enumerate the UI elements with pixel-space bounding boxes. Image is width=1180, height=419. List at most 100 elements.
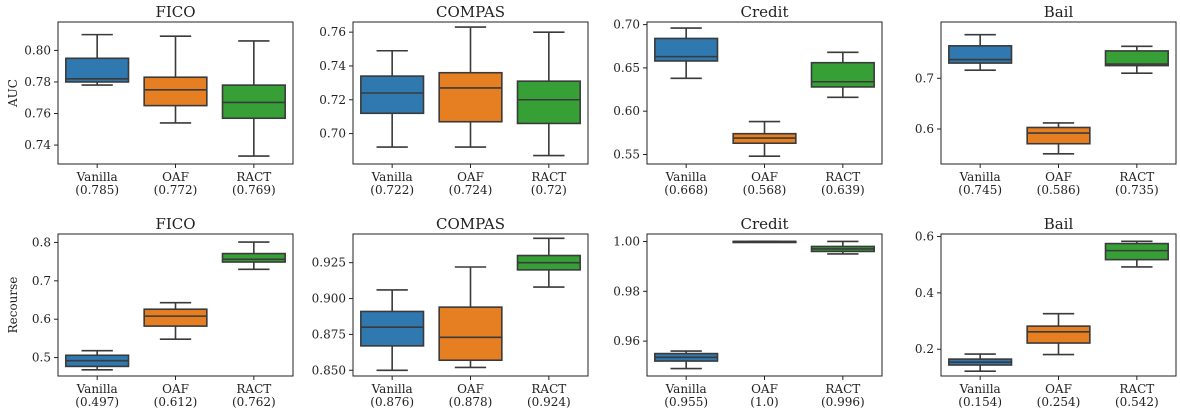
x-tick-label: (0.772)	[154, 183, 198, 197]
box-iqr	[221, 252, 286, 263]
x-tick-label: (0.586)	[1037, 183, 1081, 197]
box-ract	[1104, 45, 1169, 75]
subplot-credit-top: Credit0.550.600.650.70Vanilla(0.668)OAF(…	[613, 3, 883, 197]
subplot-credit-bottom: Credit 0.96 0.98 1.00 Vanilla(0.955) OAF(1.0)…	[613, 215, 883, 409]
x-tick-label: OAF	[1045, 382, 1072, 396]
box-vanilla	[65, 349, 130, 371]
box-iqr	[810, 61, 875, 88]
subplot-bail-top: Bail 0.6 0.7 Vanilla(0.745) OAF(0.586) RACT(0…	[915, 3, 1177, 197]
x-tick-label: (0.497)	[75, 395, 119, 409]
x-tick-label: RACT	[531, 170, 566, 184]
x-tick-label: (0.762)	[232, 395, 276, 409]
x-tick-label: OAF	[457, 382, 484, 396]
y-tick-label: 0.850	[312, 363, 346, 377]
y-tick-label: 0.98	[613, 284, 640, 298]
y-tick-label: 0.74	[24, 138, 51, 152]
y-tick-label: 0.78	[24, 75, 51, 89]
box-vanilla	[948, 33, 1013, 71]
y-tick-label: 0.7	[915, 71, 934, 85]
subplot-title: Credit	[741, 215, 789, 233]
x-tick-label: (0.568)	[743, 183, 787, 197]
y-tick-label: 0.875	[312, 327, 346, 341]
box-oaf	[732, 120, 797, 158]
x-tick-label: OAF	[162, 382, 189, 396]
y-tick-label: 0.2	[915, 342, 934, 356]
box-vanilla	[948, 353, 1013, 373]
box-iqr	[438, 71, 503, 123]
y-tick-label: 0.6	[915, 122, 934, 136]
plot-frame	[352, 233, 589, 377]
box-oaf	[143, 301, 208, 340]
x-tick-label: OAF	[1045, 170, 1072, 184]
y-tick-label: 0.4	[915, 286, 934, 300]
box-iqr	[1104, 242, 1169, 261]
subplot-title: FICO	[155, 3, 195, 21]
box-oaf	[1026, 122, 1091, 155]
x-tick-label: RACT	[236, 382, 271, 396]
y-tick-label: 0.55	[613, 147, 640, 161]
x-tick-label: Vanilla	[959, 382, 1001, 396]
x-tick-label: (0.542)	[1115, 395, 1159, 409]
box-oaf	[732, 240, 797, 244]
y-tick-label: 0.80	[24, 43, 51, 57]
box-iqr	[143, 308, 208, 327]
box-oaf	[143, 35, 208, 124]
x-tick-label: (0.154)	[958, 395, 1002, 409]
y-tick-label: 0.60	[613, 104, 640, 118]
box-ract	[810, 51, 875, 99]
box-iqr	[1026, 126, 1091, 145]
y-tick-label: 0.900	[312, 292, 346, 306]
y-tick-label: 0.72	[319, 93, 346, 107]
box-vanilla	[360, 289, 425, 372]
x-tick-label: (0.996)	[821, 395, 865, 409]
y-tick-label: 1.00	[613, 234, 640, 248]
y-tick-label: 0.76	[24, 107, 51, 121]
y-axis-label: AUC	[6, 79, 20, 108]
subplot-title: Credit	[741, 3, 789, 21]
x-tick-label: (0.745)	[958, 183, 1002, 197]
box-oaf	[1026, 312, 1091, 356]
plot-frame	[57, 233, 294, 377]
box-iqr	[654, 37, 719, 62]
y-tick-label: 0.6	[32, 312, 51, 326]
y-tick-label: 0.74	[319, 59, 346, 73]
x-tick-label: (0.955)	[664, 395, 708, 409]
x-tick-label: OAF	[162, 170, 189, 184]
box-ract	[221, 241, 286, 271]
y-tick-label: 0.8	[32, 235, 51, 249]
x-tick-label: RACT	[825, 382, 860, 396]
box-vanilla	[65, 33, 130, 86]
subplot-bail-bottom: Bail 0.2 0.4 0.6 Vanilla(0.154) OAF(0.254) RAC…	[915, 215, 1177, 409]
x-tick-label: OAF	[457, 170, 484, 184]
subplot-title: Bail	[1044, 3, 1074, 21]
subplot-compas-bottom: COMPAS 0.850 0.875 0.900 0.925 Vanilla(0.876)…	[312, 215, 589, 409]
subplot-fico-bottom: FICO Recourse 0.5 0.6 0.7 0.8 Vanilla(0.497) OA…	[6, 215, 294, 409]
box-iqr	[1026, 325, 1091, 344]
y-tick-label: 0.70	[319, 127, 346, 141]
box-ract	[516, 31, 581, 157]
subplot-fico-top: FICO AUC 0.74 0.76 0.78 0.80 Vanilla(0.785) OAF…	[6, 3, 294, 197]
box-iqr	[1104, 50, 1169, 67]
x-tick-label: RACT	[1119, 170, 1154, 184]
y-tick-label: 0.5	[32, 351, 51, 365]
x-tick-label: Vanilla	[665, 170, 707, 184]
plot-frame	[646, 233, 883, 377]
y-tick-label: 0.7	[32, 274, 51, 288]
x-tick-label: (1.0)	[750, 395, 778, 409]
x-tick-label: Vanilla	[76, 170, 118, 184]
x-tick-label: RACT	[236, 170, 271, 184]
x-tick-label: (0.785)	[75, 183, 119, 197]
box-iqr	[65, 57, 130, 83]
box-vanilla	[654, 27, 719, 80]
box-iqr	[948, 45, 1013, 64]
x-tick-label: (0.735)	[1115, 183, 1159, 197]
box-oaf	[438, 266, 503, 369]
x-tick-label: (0.639)	[821, 183, 865, 197]
plot-frame	[940, 233, 1177, 377]
y-tick-label: 0.76	[319, 25, 346, 39]
subplot-title: FICO	[155, 215, 195, 233]
plot-frame	[646, 21, 883, 165]
y-axis-label: Recourse	[6, 277, 20, 334]
x-tick-label: (0.876)	[370, 395, 414, 409]
